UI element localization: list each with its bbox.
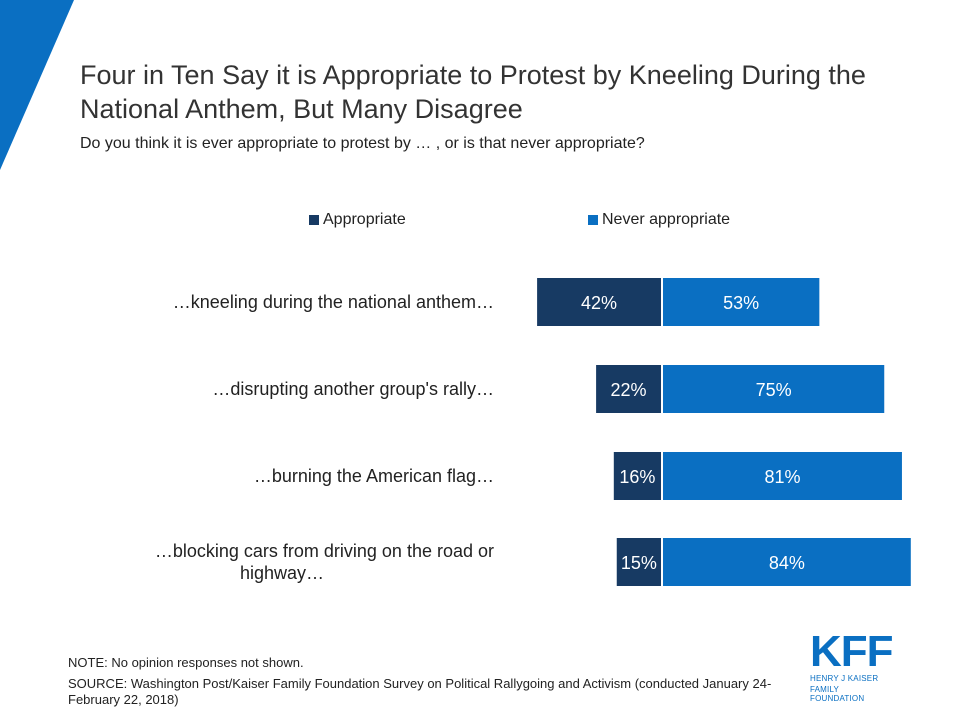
bar-appropriate: [596, 365, 661, 413]
bar-appropriate: [616, 538, 661, 586]
bar-appropriate: [537, 278, 661, 326]
kff-logo: KFF HENRY J KAISER FAMILY FOUNDATION: [810, 627, 894, 704]
chart-subtitle: Do you think it is ever appropriate to p…: [80, 135, 645, 152]
category-label: …kneeling during the national anthem…: [173, 292, 494, 312]
data-label-never-appropriate: 84%: [769, 553, 805, 573]
legend-label-never-appropriate: Never appropriate: [602, 211, 731, 228]
data-label-appropriate: 42%: [581, 293, 617, 313]
bar-never-appropriate: [663, 538, 911, 586]
bar-never-appropriate: [663, 452, 902, 500]
bar-never-appropriate: [663, 278, 820, 326]
category-label: …disrupting another group's rally…: [212, 379, 494, 399]
legend-swatch-never-appropriate: [588, 215, 598, 225]
legend-item-appropriate: Appropriate: [309, 211, 406, 229]
logo-line-2: FAMILY FOUNDATION: [810, 685, 865, 703]
data-label-appropriate: 16%: [619, 467, 655, 487]
bar-appropriate: [613, 452, 661, 500]
chart-title: Four in Ten Say it is Appropriate to Pro…: [80, 60, 866, 124]
category-label: …blocking cars from driving on the road …: [155, 541, 494, 583]
data-label-never-appropriate: 81%: [764, 467, 800, 487]
data-label-never-appropriate: 53%: [723, 293, 759, 313]
corner-accent-shape: [0, 0, 74, 170]
footer-note: NOTE: No opinion responses not shown.: [68, 655, 304, 670]
legend-swatch-appropriate: [309, 215, 319, 225]
chart-legend: Appropriate Never appropriate: [0, 211, 960, 231]
legend-label-appropriate: Appropriate: [323, 211, 406, 228]
legend-item-never-appropriate: Never appropriate: [588, 211, 730, 229]
data-label-never-appropriate: 75%: [756, 380, 792, 400]
data-label-appropriate: 15%: [621, 553, 657, 573]
logo-line-1: HENRY J KAISER: [810, 674, 879, 683]
logo-mark: KFF: [810, 627, 894, 676]
bar-never-appropriate: [663, 365, 885, 413]
data-label-appropriate: 22%: [611, 380, 647, 400]
footer-source: SOURCE: Washington Post/Kaiser Family Fo…: [68, 676, 772, 707]
category-label: …burning the American flag…: [254, 466, 494, 486]
